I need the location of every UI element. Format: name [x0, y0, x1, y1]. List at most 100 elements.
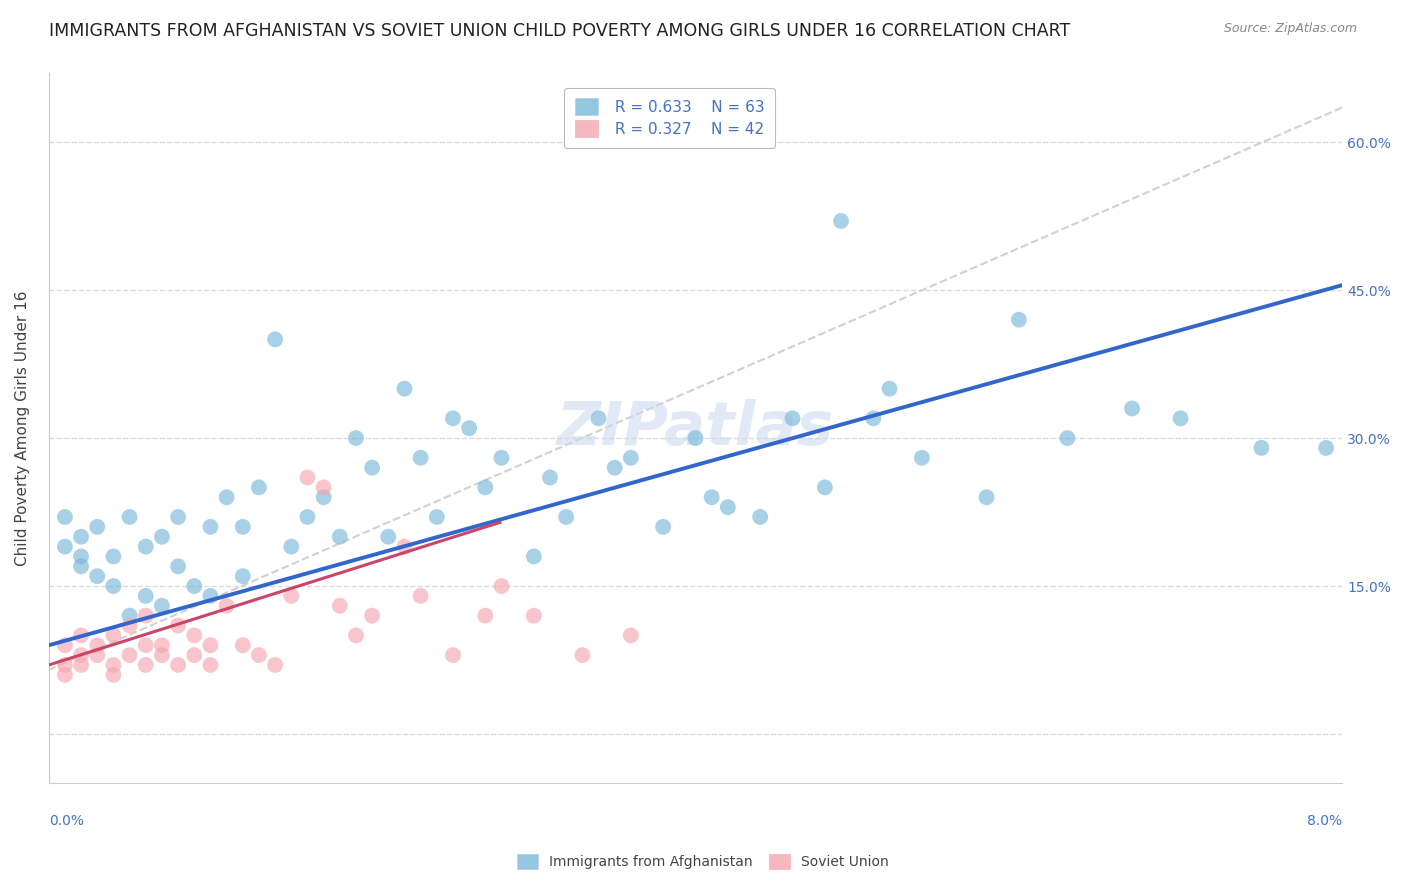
- Point: [86, 569, 108, 583]
- Point: [167, 618, 190, 632]
- Point: [700, 490, 723, 504]
- Point: [135, 638, 157, 652]
- Point: [70, 648, 93, 662]
- Point: [523, 608, 546, 623]
- Point: [312, 480, 335, 494]
- Text: ZIPatlas: ZIPatlas: [557, 399, 834, 458]
- Point: [118, 648, 141, 662]
- Point: [53, 540, 76, 554]
- Point: [297, 470, 319, 484]
- Point: [523, 549, 546, 564]
- Point: [70, 530, 93, 544]
- Point: [1250, 441, 1272, 455]
- Point: [86, 520, 108, 534]
- Point: [118, 510, 141, 524]
- Point: [685, 431, 707, 445]
- Legend: Immigrants from Afghanistan, Soviet Union: Immigrants from Afghanistan, Soviet Unio…: [512, 848, 894, 874]
- Point: [103, 579, 125, 593]
- Point: [86, 638, 108, 652]
- Point: [167, 510, 190, 524]
- Y-axis label: Child Poverty Among Girls Under 16: Child Poverty Among Girls Under 16: [15, 291, 30, 566]
- Point: [247, 648, 270, 662]
- Point: [782, 411, 804, 425]
- Point: [200, 589, 222, 603]
- Point: [118, 608, 141, 623]
- Point: [183, 648, 205, 662]
- Point: [1008, 312, 1031, 326]
- Point: [474, 480, 496, 494]
- Point: [232, 569, 254, 583]
- Text: IMMIGRANTS FROM AFGHANISTAN VS SOVIET UNION CHILD POVERTY AMONG GIRLS UNDER 16 C: IMMIGRANTS FROM AFGHANISTAN VS SOVIET UN…: [49, 22, 1070, 40]
- Point: [409, 589, 432, 603]
- Point: [150, 599, 173, 613]
- Point: [491, 450, 513, 465]
- Point: [135, 589, 157, 603]
- Point: [474, 608, 496, 623]
- Point: [215, 490, 238, 504]
- Point: [879, 382, 901, 396]
- Point: [150, 638, 173, 652]
- Point: [53, 657, 76, 672]
- Point: [441, 648, 464, 662]
- Point: [103, 668, 125, 682]
- Point: [409, 450, 432, 465]
- Text: 0.0%: 0.0%: [49, 814, 84, 828]
- Point: [361, 608, 384, 623]
- Point: [232, 638, 254, 652]
- Point: [588, 411, 610, 425]
- Point: [183, 628, 205, 642]
- Point: [603, 460, 626, 475]
- Point: [200, 638, 222, 652]
- Point: [814, 480, 837, 494]
- Point: [862, 411, 884, 425]
- Point: [458, 421, 481, 435]
- Point: [394, 540, 416, 554]
- Point: [1121, 401, 1143, 416]
- Point: [620, 450, 643, 465]
- Point: [150, 648, 173, 662]
- Point: [976, 490, 998, 504]
- Legend:  R = 0.633    N = 63,  R = 0.327    N = 42: R = 0.633 N = 63, R = 0.327 N = 42: [564, 87, 775, 148]
- Point: [167, 657, 190, 672]
- Point: [1056, 431, 1078, 445]
- Point: [911, 450, 934, 465]
- Point: [571, 648, 593, 662]
- Point: [70, 559, 93, 574]
- Point: [86, 648, 108, 662]
- Point: [344, 628, 367, 642]
- Point: [70, 549, 93, 564]
- Point: [620, 628, 643, 642]
- Point: [329, 599, 352, 613]
- Point: [53, 668, 76, 682]
- Point: [264, 332, 287, 346]
- Point: [280, 589, 302, 603]
- Point: [394, 382, 416, 396]
- Point: [135, 657, 157, 672]
- Point: [53, 510, 76, 524]
- Point: [103, 628, 125, 642]
- Point: [361, 460, 384, 475]
- Point: [441, 411, 464, 425]
- Point: [232, 520, 254, 534]
- Point: [70, 657, 93, 672]
- Point: [53, 638, 76, 652]
- Point: [538, 470, 561, 484]
- Point: [329, 530, 352, 544]
- Point: [426, 510, 449, 524]
- Point: [491, 579, 513, 593]
- Point: [280, 540, 302, 554]
- Point: [167, 559, 190, 574]
- Point: [135, 540, 157, 554]
- Point: [377, 530, 399, 544]
- Point: [135, 608, 157, 623]
- Point: [264, 657, 287, 672]
- Point: [70, 628, 93, 642]
- Point: [344, 431, 367, 445]
- Text: 8.0%: 8.0%: [1308, 814, 1343, 828]
- Point: [103, 657, 125, 672]
- Point: [200, 520, 222, 534]
- Point: [1170, 411, 1192, 425]
- Point: [200, 657, 222, 672]
- Point: [215, 599, 238, 613]
- Point: [118, 618, 141, 632]
